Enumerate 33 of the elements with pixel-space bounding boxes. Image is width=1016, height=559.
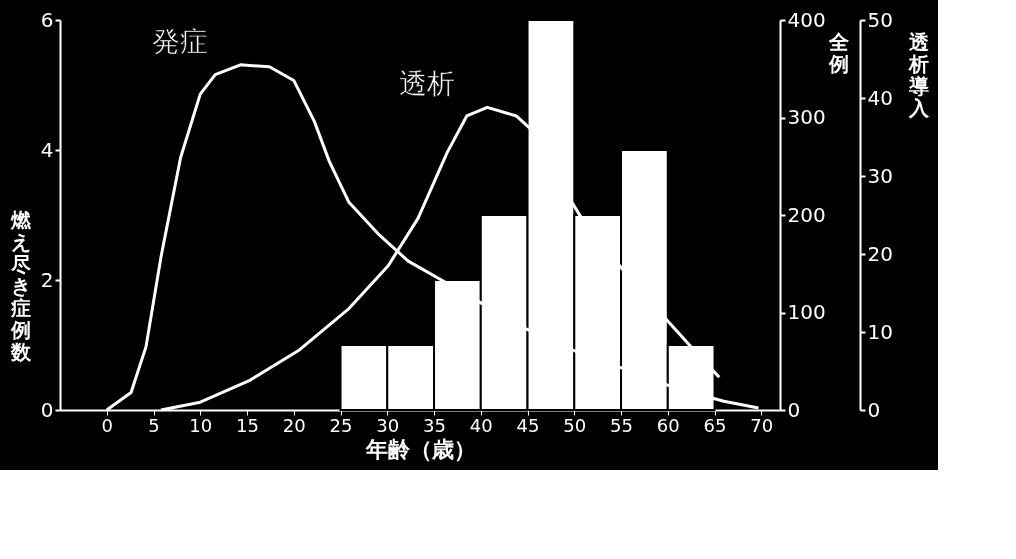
y-tick-label: 6	[40, 7, 54, 32]
y2-axis-title: 全例	[827, 29, 850, 76]
x-tick-label: 0	[101, 414, 113, 436]
y3-tick-label: 40	[867, 85, 893, 110]
y3-tick-label: 30	[867, 163, 893, 188]
series-label: 透析	[399, 67, 456, 101]
x-tick-label: 10	[189, 414, 213, 436]
x-tick-label: 25	[329, 414, 353, 436]
x-tick-label: 50	[563, 414, 587, 436]
y3-tick-label: 50	[867, 7, 893, 32]
x-tick-label: 40	[469, 414, 493, 436]
x-tick-label: 30	[376, 414, 400, 436]
y-tick-label: 4	[40, 137, 54, 162]
x-tick-label: 65	[703, 414, 727, 436]
y-axis-title: 燃え尽き症例数	[9, 207, 32, 364]
x-tick-label: 60	[656, 414, 680, 436]
series-label: 発症	[152, 24, 209, 58]
y2-tick-label: 100	[787, 300, 826, 324]
x-tick-label: 5	[148, 414, 160, 436]
x-tick-label: 15	[236, 414, 259, 436]
y3-axis-title: 透析導入	[907, 29, 930, 120]
x-tick-label: 45	[516, 414, 540, 436]
x-axis-title: 年齢（歳）	[364, 436, 476, 462]
y2-tick-label: 400	[787, 7, 826, 32]
x-tick-label: 55	[610, 414, 633, 436]
x-tick-label: 35	[423, 414, 446, 436]
x-tick-label: 70	[750, 414, 774, 436]
y3-tick-label: 20	[867, 241, 893, 266]
y3-tick-label: 10	[867, 319, 893, 344]
y2-tick-label: 300	[787, 105, 826, 129]
x-tick-label: 20	[282, 414, 306, 436]
y-tick-label: 2	[40, 267, 54, 292]
y2-tick-label: 200	[787, 202, 826, 227]
